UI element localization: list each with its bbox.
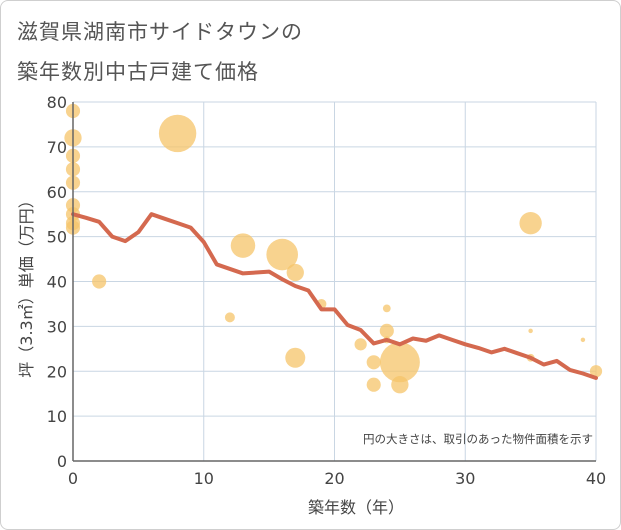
y-tick-label: 40 <box>47 273 67 292</box>
bubble-point <box>366 377 381 392</box>
trend-line-series <box>71 212 598 380</box>
bubble-point <box>519 211 542 235</box>
bubble-point <box>379 323 394 338</box>
y-tick-label: 70 <box>47 138 67 157</box>
bubble-point <box>230 233 256 258</box>
bubble-point <box>224 312 235 323</box>
tick-labels: 0 10 20 30 40 0 10 20 30 40 50 60 70 80 <box>47 93 607 488</box>
bubble-point <box>92 274 107 289</box>
x-tick-label: 20 <box>324 469 344 488</box>
axes <box>72 102 596 462</box>
bubble-point <box>354 338 367 351</box>
x-tick-label: 30 <box>455 469 475 488</box>
y-tick-label: 20 <box>47 362 67 381</box>
bubble-point <box>379 342 420 383</box>
bubble-point <box>158 114 197 153</box>
y-tick-label: 30 <box>47 317 67 336</box>
chart-title-line-2: 築年数別中古戸建て価格 <box>17 60 259 84</box>
x-tick-label: 0 <box>68 469 78 488</box>
bubble-point <box>266 238 299 271</box>
bubble-point <box>528 328 533 334</box>
average-price-line <box>71 212 598 380</box>
y-tick-label: 10 <box>47 407 67 426</box>
bubble-point <box>285 347 306 368</box>
bubble-point <box>580 337 586 343</box>
y-tick-label: 80 <box>47 93 67 112</box>
size-note: 円の大きさは、取引のあった物件面積を示す <box>363 432 593 446</box>
x-tick-label: 40 <box>586 469 606 488</box>
y-axis-label: 坪（3.3㎡）単価（万円） <box>17 192 36 377</box>
y-tick-label: 60 <box>47 183 67 202</box>
bubble-point <box>366 355 381 370</box>
chart-title-line-1: 滋賀県湖南市サイドタウンの <box>17 20 303 44</box>
bubble-point <box>286 263 304 282</box>
bubble-point <box>391 376 409 394</box>
bubble-point <box>382 304 391 313</box>
x-axis-label: 築年数（年） <box>308 498 404 517</box>
grid-lines <box>73 101 597 461</box>
y-tick-label: 0 <box>57 452 67 471</box>
bubble-series <box>64 103 603 394</box>
x-tick-label: 10 <box>194 469 214 488</box>
y-tick-label: 50 <box>47 228 67 247</box>
bubble-point <box>589 365 603 378</box>
